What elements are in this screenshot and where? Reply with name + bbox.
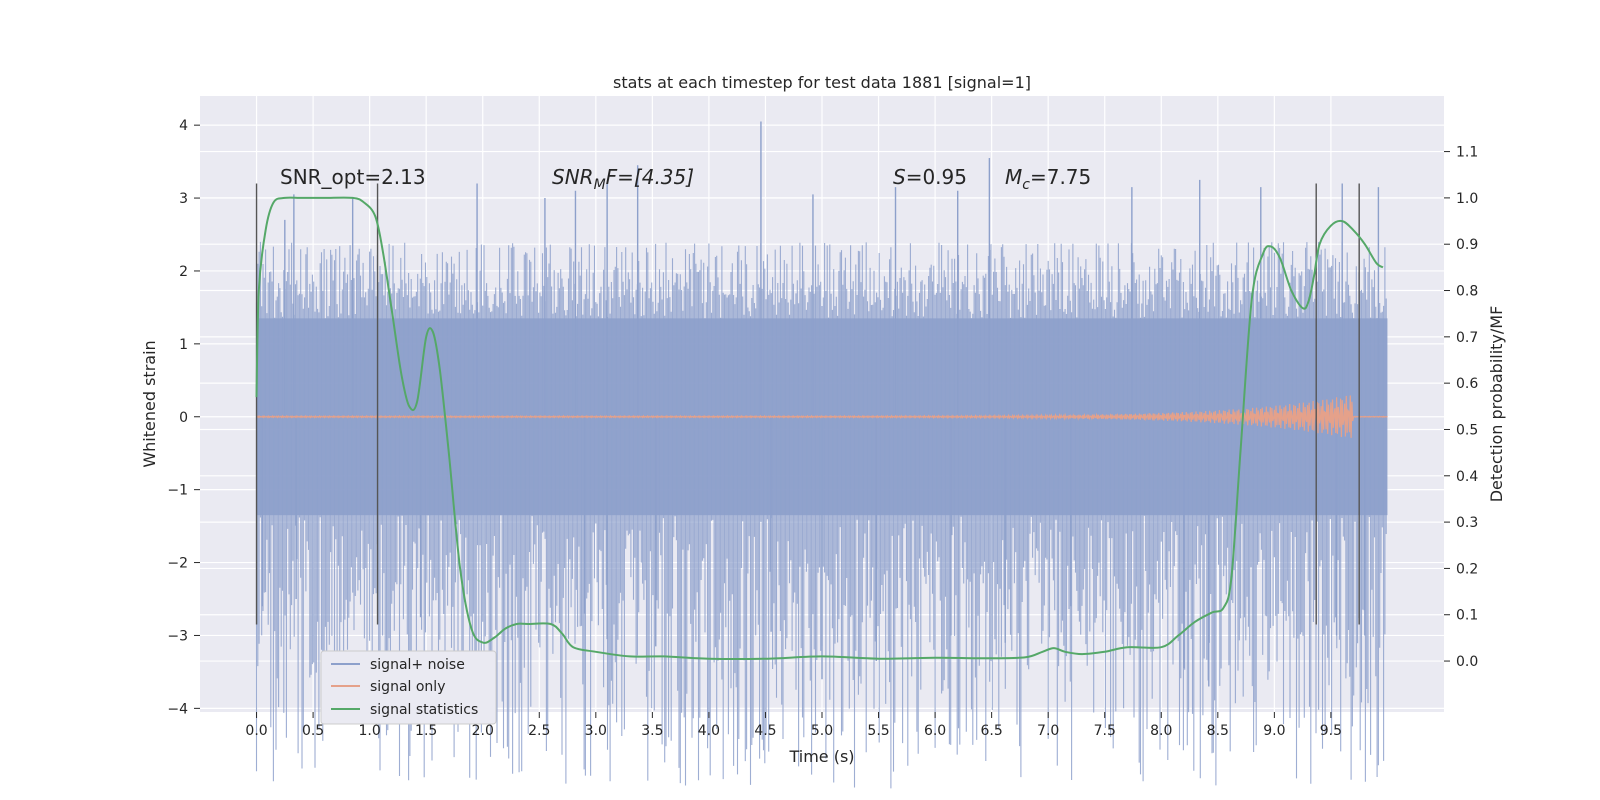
y-axis-label: Whitened strain: [140, 340, 159, 467]
y2-tick-label-2: 0.9: [1456, 237, 1478, 253]
y-tick-label-6: −2: [167, 556, 188, 572]
annotation-snr-mf-rest: F=[4.35]: [606, 165, 694, 189]
x-tick-label-19: 9.5: [1320, 723, 1342, 739]
x-tick-label-9: 4.5: [754, 723, 776, 739]
y2-tick-label-9: 0.2: [1456, 561, 1478, 577]
annotation-snr-mf-main: SNR: [552, 165, 594, 189]
annotation-snr-mf: SNRMF=[4.35]: [552, 165, 694, 193]
y2-tick-label-8: 0.3: [1456, 515, 1478, 531]
y2-tick-label-1: 1.0: [1456, 191, 1478, 207]
x-tick-label-4: 2.0: [472, 723, 494, 739]
annotation-s-rest: =0.95: [906, 165, 967, 189]
x-tick-label-3: 1.5: [415, 723, 437, 739]
x-axis-label: Time (s): [788, 747, 854, 766]
y-tick-label-0: 4: [179, 118, 188, 134]
annotation-s-main: S: [893, 165, 906, 189]
annotation-mc: Mc=7.75: [1005, 165, 1091, 193]
x-tick-label-6: 3.0: [585, 723, 607, 739]
x-tick-label-8: 4.0: [698, 723, 720, 739]
annotation-mc-sub: c: [1022, 177, 1030, 193]
x-tick-label-1: 0.5: [302, 723, 324, 739]
y2-tick-label-0: 1.1: [1456, 145, 1478, 161]
legend-box: [320, 650, 497, 725]
x-tick-label-5: 2.5: [528, 723, 550, 739]
y-tick-label-7: −3: [167, 628, 188, 644]
y-tick-label-2: 2: [179, 264, 188, 280]
y-tick-label-3: 1: [179, 337, 188, 353]
y-tick-label-8: −4: [167, 701, 188, 717]
legend-label-signal-plus-noise: signal+ noise: [370, 657, 465, 673]
y2-tick-label-3: 0.8: [1456, 284, 1478, 300]
y2-tick-label-6: 0.5: [1456, 422, 1478, 438]
x-axis: 0.0 0.5 1.0 1.5 2.0 2.5 3.0 3.5 4.0 4.5 5.0 5.5 6.0 6…: [245, 712, 1342, 739]
y-tick-label-5: −1: [167, 483, 188, 499]
y2-tick-label-5: 0.6: [1456, 376, 1478, 392]
y-tick-label-1: 3: [179, 191, 188, 207]
legend-label-signal-statistics: signal statistics: [370, 702, 478, 718]
annotation-mc-main: M: [1005, 165, 1022, 189]
x-tick-label-11: 5.5: [867, 723, 889, 739]
annotation-mc-rest: =7.75: [1030, 165, 1091, 189]
x-tick-label-7: 3.5: [641, 723, 663, 739]
x-tick-label-2: 1.0: [359, 723, 381, 739]
legend: signal+ noise signal only signal statist…: [320, 650, 497, 725]
legend-label-signal-only: signal only: [370, 679, 445, 695]
annotation-snr-mf-sub: M: [594, 177, 606, 193]
y2-tick-label-11: 0.0: [1456, 654, 1478, 670]
y2-tick-label-4: 0.7: [1456, 330, 1478, 346]
y-axis-left: 4 3 2 1 0 −1 −2 −3 −4: [167, 118, 200, 717]
x-tick-label-16: 8.0: [1150, 723, 1172, 739]
chart-title: stats at each timestep for test data 188…: [613, 73, 1031, 92]
x-tick-label-12: 6.0: [924, 723, 946, 739]
annotation-s: S=0.95: [893, 165, 967, 189]
x-tick-label-13: 6.5: [981, 723, 1003, 739]
y2-tick-label-7: 0.4: [1456, 469, 1478, 485]
y2-tick-label-10: 0.1: [1456, 608, 1478, 624]
x-tick-label-17: 8.5: [1207, 723, 1229, 739]
y-tick-label-4: 0: [179, 410, 188, 426]
x-tick-label-15: 7.5: [1094, 723, 1116, 739]
series-signal-statistics: [255, 196, 1384, 660]
annotation-snr-opt: SNR_opt=2.13: [280, 165, 426, 189]
y2-axis-label: Detection probability/MF: [1487, 306, 1506, 503]
x-tick-label-14: 7.0: [1037, 723, 1059, 739]
x-tick-label-0: 0.0: [245, 723, 267, 739]
annotations: SNR_opt=2.13 SNRMF=[4.35] S=0.95 Mc=7.75: [280, 165, 1091, 193]
x-tick-label-18: 9.0: [1263, 723, 1285, 739]
y-axis-right: 1.1 1.0 0.9 0.8 0.7 0.6 0.5 0.4 0.3 0.2 0.1 0.0: [1444, 145, 1478, 670]
statistics-line: [255, 196, 1384, 660]
x-tick-label-10: 5.0: [811, 723, 833, 739]
